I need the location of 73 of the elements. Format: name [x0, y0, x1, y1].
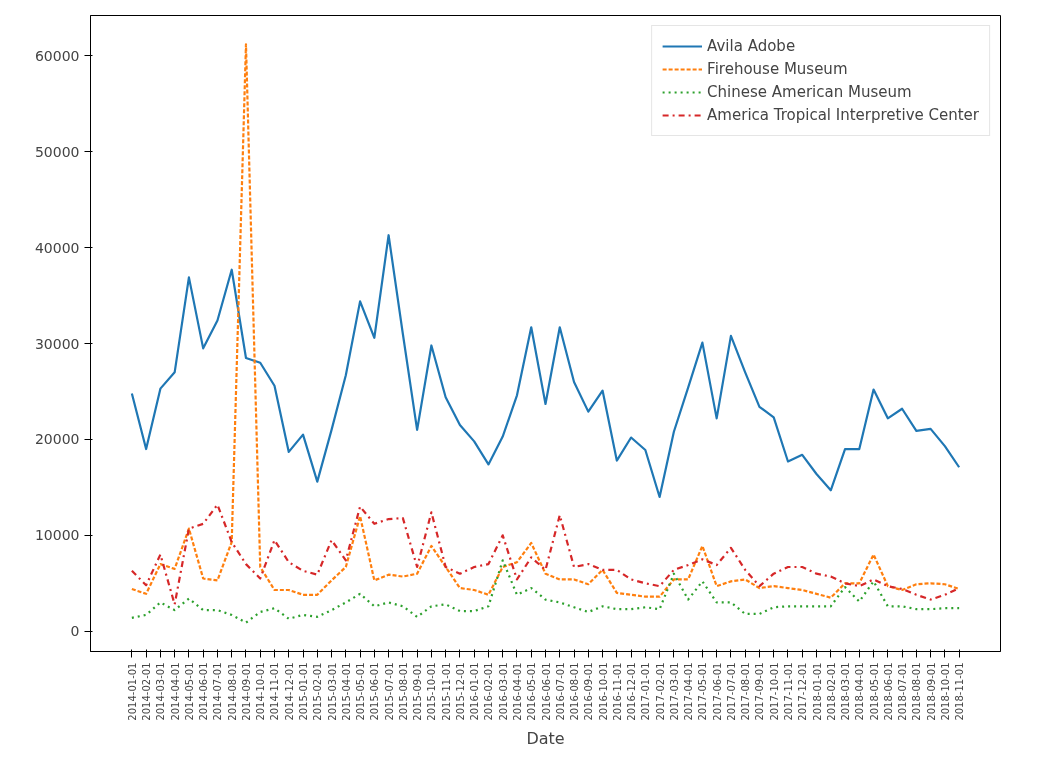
x-tick-label: 2018-11-01 — [954, 662, 966, 721]
x-tick-label: 2017-01-01 — [640, 662, 652, 721]
y-tick-label: 10000 — [34, 527, 80, 544]
x-tick-label: 2016-07-01 — [554, 662, 566, 721]
x-tick-label: 2014-02-01 — [141, 662, 153, 721]
x-tick-label: 2017-07-01 — [725, 662, 737, 721]
x-tick-label: 2016-02-01 — [483, 662, 495, 721]
x-tick-label: 2016-03-01 — [497, 662, 509, 721]
y-tick-label: 20000 — [34, 431, 80, 448]
x-tick-label: 2014-08-01 — [226, 662, 238, 721]
x-tick-label: 2014-12-01 — [283, 662, 295, 721]
x-tick-label: 2015-06-01 — [369, 662, 381, 721]
x-tick-label: 2018-10-01 — [939, 662, 951, 721]
x-tick-label: 2015-03-01 — [326, 662, 338, 721]
x-tick-label: 2014-06-01 — [198, 662, 210, 721]
x-tick-label: 2017-11-01 — [782, 662, 794, 721]
y-tick-label: 40000 — [34, 239, 80, 256]
x-tick-label: 2017-12-01 — [797, 662, 809, 721]
x-tick-label: 2016-06-01 — [540, 662, 552, 721]
legend-label: Chinese American Museum — [707, 83, 912, 101]
legend-label: America Tropical Interpretive Center — [707, 106, 979, 124]
x-tick-label: 2015-07-01 — [383, 662, 395, 721]
x-tick-label: 2014-10-01 — [255, 662, 267, 721]
y-tick-label: 50000 — [34, 143, 80, 160]
x-tick-label: 2017-05-01 — [697, 662, 709, 721]
x-tick-label: 2017-09-01 — [754, 662, 766, 721]
x-tick-label: 2015-05-01 — [355, 662, 367, 721]
x-tick-label: 2018-03-01 — [840, 662, 852, 721]
x-tick-label: 2017-02-01 — [654, 662, 666, 721]
x-axis-title: Date — [526, 728, 565, 748]
x-tick-label: 2015-10-01 — [426, 662, 438, 721]
legend-label: Firehouse Museum — [707, 60, 848, 78]
x-tick-label: 2015-12-01 — [454, 662, 466, 721]
x-tick-label: 2016-01-01 — [469, 662, 481, 721]
x-tick-label: 2018-02-01 — [825, 662, 837, 721]
y-tick-label: 30000 — [34, 335, 80, 352]
x-tick-label: 2016-11-01 — [611, 662, 623, 721]
line-series — [130, 234, 961, 499]
y-tick-label: 0 — [70, 623, 80, 640]
x-tick-label: 2017-10-01 — [768, 662, 780, 721]
x-tick-label: 2014-07-01 — [212, 662, 224, 721]
x-tick-label: 2015-11-01 — [440, 662, 452, 721]
x-tick-label: 2017-06-01 — [711, 662, 723, 721]
x-tick-label: 2015-08-01 — [397, 662, 409, 721]
x-tick-label: 2018-06-01 — [882, 662, 894, 721]
y-tick-label: 60000 — [34, 47, 80, 64]
x-tick-label: 2015-01-01 — [298, 662, 310, 721]
x-tick-label: 2014-05-01 — [183, 662, 195, 721]
x-tick-label: 2014-01-01 — [126, 662, 138, 721]
x-tick-label: 2014-03-01 — [155, 662, 167, 721]
x-tick-label: 2016-04-01 — [511, 662, 523, 721]
line-series — [130, 559, 961, 624]
x-tick-label: 2018-04-01 — [854, 662, 866, 721]
x-tick-label: 2018-09-01 — [925, 662, 937, 721]
x-tick-label: 2018-01-01 — [811, 662, 823, 721]
x-tick-label: 2014-09-01 — [240, 662, 252, 721]
x-tick-label: 2016-12-01 — [626, 662, 638, 721]
x-tick-label: 2014-11-01 — [269, 662, 281, 721]
x-tick-label: 2018-05-01 — [868, 662, 880, 721]
x-tick-label: 2017-04-01 — [683, 662, 695, 721]
x-tick-label: 2015-02-01 — [312, 662, 324, 721]
x-tick-label: 2017-08-01 — [740, 662, 752, 721]
x-tick-label: 2017-03-01 — [668, 662, 680, 721]
x-tick-label: 2015-09-01 — [412, 662, 424, 721]
x-tick-label: 2016-10-01 — [597, 662, 609, 721]
x-tick-label: 2016-09-01 — [583, 662, 595, 721]
x-tick-label: 2015-04-01 — [340, 662, 352, 721]
x-tick-label: 2014-04-01 — [169, 662, 181, 721]
x-tick-label: 2016-08-01 — [569, 662, 581, 721]
x-tick-label: 2018-07-01 — [897, 662, 909, 721]
x-tick-label: 2016-05-01 — [526, 662, 538, 721]
x-tick-label: 2018-08-01 — [911, 662, 923, 721]
legend-label: Avila Adobe — [707, 37, 796, 55]
